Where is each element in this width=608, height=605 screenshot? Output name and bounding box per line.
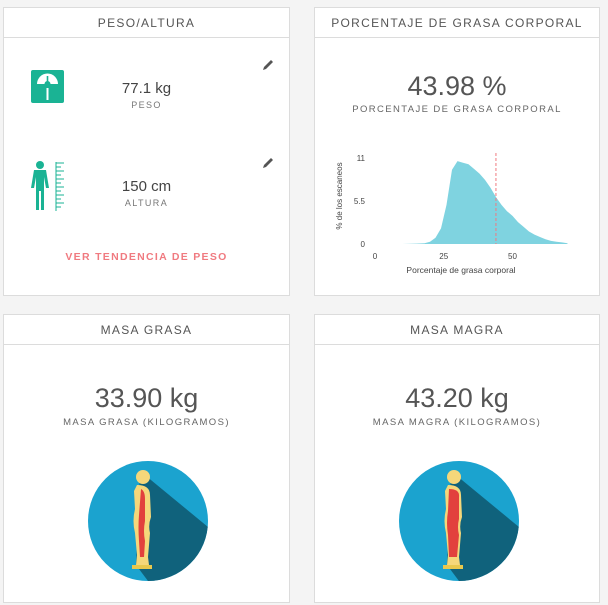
weight-height-title: PESO/ALTURA — [4, 8, 289, 38]
height-label: ALTURA — [124, 198, 169, 208]
edit-height-pencil-icon[interactable] — [261, 156, 275, 170]
weight-trend-link[interactable]: VER TENDENCIA DE PESO — [65, 251, 228, 263]
height-value: 150 cm — [121, 178, 172, 195]
fat-mass-card: MASA GRASA 33.90 kg MASA GRASA (KILOGRAM… — [3, 314, 290, 603]
edit-weight-pencil-icon[interactable] — [261, 58, 275, 72]
y-tick-label: 0 — [361, 240, 366, 249]
x-tick-label: 0 — [373, 252, 378, 261]
fat-mass-body-figure-icon — [88, 461, 208, 581]
body-fat-title: PORCENTAJE DE GRASA CORPORAL — [315, 8, 599, 38]
histogram-area — [375, 161, 568, 244]
y-tick-label: 11 — [357, 154, 366, 163]
fat-mass-value: 33.90 kg — [94, 383, 199, 413]
body-fat-card: PORCENTAJE DE GRASA CORPORAL 43.98 % POR… — [314, 7, 600, 296]
body-fat-value: 43.98 % — [407, 71, 507, 101]
histogram-x-label: Porcentaje de grasa corporal — [406, 265, 515, 275]
body-height-icon — [31, 161, 64, 211]
body-fat-histogram: % de los escaneos 0 5.5 11 0 25 50 Porcentaj… — [335, 153, 568, 275]
lean-mass-value: 43.20 kg — [405, 383, 509, 413]
fat-mass-title: MASA GRASA — [4, 315, 289, 345]
histogram-y-label: % de los escaneos — [335, 162, 344, 229]
body-fat-label: PORCENTAJE DE GRASA CORPORAL — [352, 104, 562, 115]
weight-height-card: PESO/ALTURA 77.1 kg PESO 150 cm ALTURA V… — [3, 7, 290, 296]
weight-value: 77.1 kg — [121, 80, 172, 97]
lean-mass-label: MASA MAGRA (KILOGRAMOS) — [372, 417, 542, 428]
lean-mass-card: MASA MAGRA 43.20 kg MASA MAGRA (KILOGRAM… — [314, 314, 600, 603]
y-tick-label: 5.5 — [354, 197, 366, 206]
lean-mass-title: MASA MAGRA — [315, 315, 599, 345]
x-tick-label: 25 — [439, 252, 448, 261]
x-tick-label: 50 — [508, 252, 517, 261]
lean-mass-body-figure-icon — [399, 461, 519, 581]
fat-mass-label: MASA GRASA (KILOGRAMOS) — [63, 417, 230, 428]
scale-icon — [31, 70, 64, 103]
weight-label: PESO — [131, 100, 162, 110]
